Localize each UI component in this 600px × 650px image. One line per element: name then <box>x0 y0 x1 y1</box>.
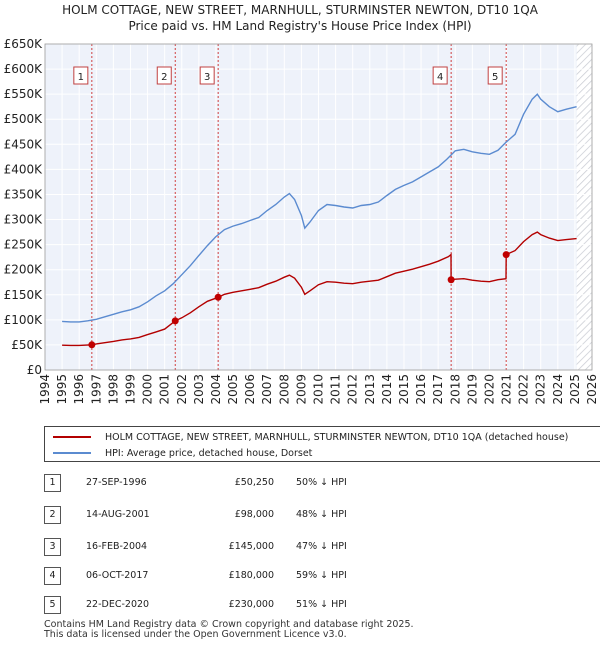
sale-number-badge: 3 <box>44 538 61 556</box>
x-tick-label: 2003 <box>192 374 206 405</box>
sale-price: £98,000 <box>234 509 274 520</box>
sale-number-box <box>156 66 172 85</box>
plot-border <box>44 43 593 371</box>
x-tick-label: 2024 <box>551 374 565 405</box>
x-tick-label: 2006 <box>243 374 257 405</box>
sale-point <box>171 317 179 325</box>
x-tick-label: 2016 <box>414 374 428 405</box>
x-tick-label: 2021 <box>500 374 514 405</box>
x-tick-label: 2018 <box>448 374 462 405</box>
sale-point <box>447 276 455 284</box>
legend-item-hpi: HPI: Average price, detached house, Dors… <box>53 445 312 461</box>
future-region-hatch <box>576 44 592 370</box>
chart-title-line2: Price paid vs. HM Land Registry's House … <box>128 19 471 33</box>
sale-number-badge: 5 <box>44 596 61 614</box>
x-tick-label: 2022 <box>517 374 531 405</box>
sale-number-label: 5 <box>492 72 498 83</box>
x-tick-label: 2011 <box>329 374 343 405</box>
x-tick-label: 1995 <box>55 374 69 405</box>
x-tick-label: 2026 <box>585 374 599 405</box>
sale-date: 22-DEC-2020 <box>86 599 150 610</box>
legend-item-property: HOLM COTTAGE, NEW STREET, MARNHULL, STUR… <box>53 429 568 445</box>
sale-number-label: 4 <box>437 72 443 83</box>
y-tick-label: £500K <box>4 112 44 126</box>
x-tick-label: 2007 <box>260 374 274 405</box>
y-tick-label: £100K <box>4 313 44 327</box>
sale-number-box <box>73 66 89 85</box>
x-tick-label: 2015 <box>397 374 411 405</box>
sale-point <box>502 251 510 259</box>
y-tick-label: £450K <box>4 137 44 151</box>
x-tick-label: 2023 <box>534 374 548 405</box>
x-tick-label: 1996 <box>72 374 86 405</box>
sale-number-label: 3 <box>204 72 210 83</box>
sale-hpi-diff: 51% ↓ HPI <box>296 599 347 610</box>
sale-number-badge: 4 <box>44 567 61 585</box>
x-tick-label: 2008 <box>277 374 291 405</box>
x-tick-label: 1998 <box>106 374 120 405</box>
x-tick-label: 2000 <box>141 374 155 405</box>
chart-title-line1: HOLM COTTAGE, NEW STREET, MARNHULL, STUR… <box>62 3 539 17</box>
x-tick-label: 2025 <box>568 374 582 405</box>
sale-hpi-diff: 48% ↓ HPI <box>296 509 347 520</box>
x-tick-label: 1997 <box>89 374 103 405</box>
sale-price: £50,250 <box>234 477 274 488</box>
x-tick-label: 2017 <box>431 374 445 405</box>
sale-date: 06-OCT-2017 <box>86 570 149 581</box>
footer-note: Contains HM Land Registry data © Crown c… <box>44 620 414 640</box>
property-series-line <box>62 231 577 347</box>
price-chart: HOLM COTTAGE, NEW STREET, MARNHULL, STUR… <box>4 3 599 405</box>
sale-number-badge: 1 <box>44 474 61 492</box>
x-tick-label: 1999 <box>123 374 137 405</box>
sale-number-label: 1 <box>78 72 84 83</box>
sale-price: £145,000 <box>228 541 274 552</box>
legend-swatch-property <box>53 436 91 438</box>
sale-hpi-diff: 47% ↓ HPI <box>296 541 347 552</box>
y-tick-label: £350K <box>4 187 44 201</box>
sale-number-box <box>199 66 215 85</box>
x-tick-label: 2002 <box>175 374 189 405</box>
y-tick-label: £600K <box>4 62 44 76</box>
legend-label-property: HOLM COTTAGE, NEW STREET, MARNHULL, STUR… <box>105 431 569 443</box>
y-tick-label: £150K <box>4 288 44 302</box>
y-tick-label: £0 <box>27 363 42 377</box>
hpi-series-line <box>62 93 577 323</box>
sale-number-box <box>487 66 503 85</box>
chart-legend: HOLM COTTAGE, NEW STREET, MARNHULL, STUR… <box>44 426 600 462</box>
sale-price: £230,000 <box>228 599 274 610</box>
y-tick-label: £400K <box>4 162 44 176</box>
x-tick-label: 2019 <box>465 374 479 405</box>
y-tick-label: £550K <box>4 87 44 101</box>
x-tick-label: 2004 <box>209 374 223 405</box>
sale-date: 16-FEB-2004 <box>86 541 148 552</box>
y-tick-label: £200K <box>4 263 44 277</box>
x-tick-label: 2014 <box>380 374 394 405</box>
x-tick-label: 2012 <box>346 374 360 405</box>
x-tick-label: 2005 <box>226 374 240 405</box>
sale-point <box>214 293 222 301</box>
legend-swatch-hpi <box>53 452 91 454</box>
y-tick-label: £250K <box>4 238 44 252</box>
sale-number-badge: 2 <box>44 506 61 524</box>
x-tick-label: 2020 <box>482 374 496 405</box>
x-tick-label: 2009 <box>294 374 308 405</box>
x-tick-label: 2001 <box>158 374 172 405</box>
y-tick-label: £650K <box>4 37 44 51</box>
legend-label-hpi: HPI: Average price, detached house, Dors… <box>105 447 313 459</box>
y-tick-label: £300K <box>4 213 44 227</box>
sale-date: 27-SEP-1996 <box>86 477 147 488</box>
sale-point <box>88 341 96 349</box>
sale-date: 14-AUG-2001 <box>86 509 150 520</box>
sale-hpi-diff: 59% ↓ HPI <box>296 570 347 581</box>
sale-price: £180,000 <box>228 570 274 581</box>
y-tick-label: £50K <box>11 338 43 352</box>
sale-number-box <box>432 66 448 85</box>
sale-hpi-diff: 50% ↓ HPI <box>296 477 347 488</box>
x-tick-label: 2013 <box>363 374 377 405</box>
footer-copyright: Contains HM Land Registry data © Crown c… <box>44 619 414 630</box>
footer-licence: This data is licensed under the Open Gov… <box>44 629 347 640</box>
x-tick-label: 2010 <box>312 374 326 405</box>
sale-number-label: 2 <box>161 72 167 83</box>
x-tick-label: 1994 <box>38 374 52 405</box>
